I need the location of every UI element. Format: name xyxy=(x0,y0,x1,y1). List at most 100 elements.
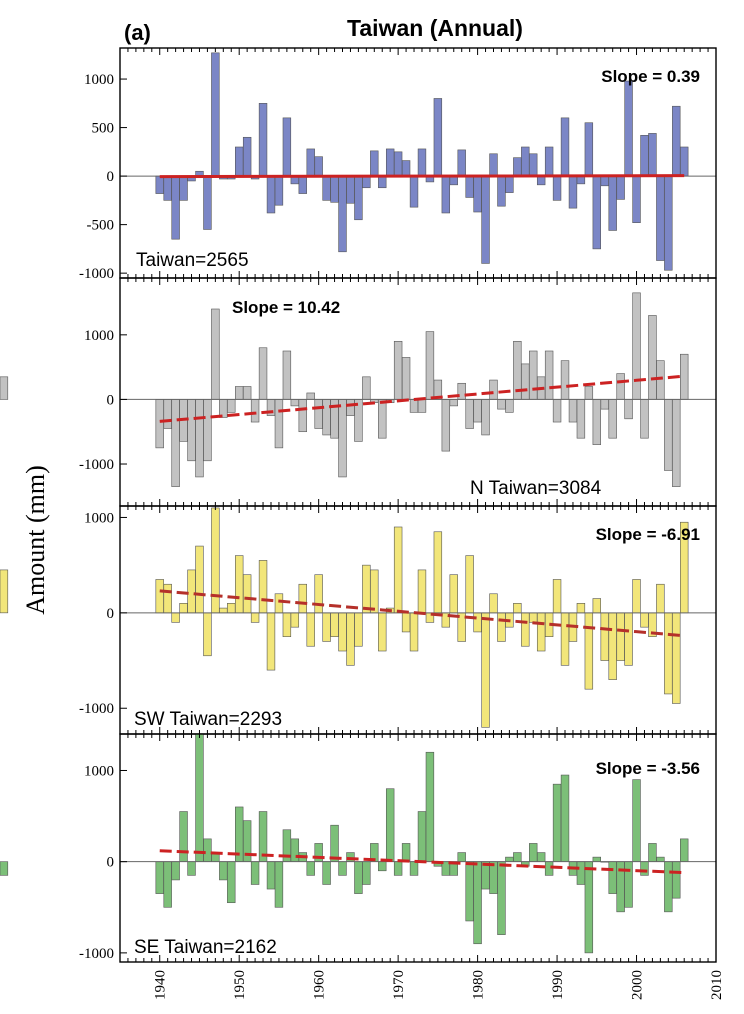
bar xyxy=(513,603,522,614)
bar xyxy=(306,392,315,400)
bar xyxy=(163,583,172,614)
bar xyxy=(266,861,276,890)
bar xyxy=(616,373,625,400)
x-tick-label: 1980 xyxy=(471,970,487,1000)
bar xyxy=(489,379,498,400)
bar xyxy=(632,579,641,614)
bar xyxy=(616,175,625,200)
bar xyxy=(648,133,657,177)
bar xyxy=(306,612,315,647)
bar xyxy=(529,612,538,623)
bar xyxy=(298,175,307,194)
bar xyxy=(632,175,641,223)
bar xyxy=(282,612,292,637)
bar xyxy=(656,856,665,862)
bar xyxy=(298,399,307,433)
bar xyxy=(457,852,466,862)
bar xyxy=(465,861,474,922)
bar xyxy=(568,175,578,209)
bar xyxy=(163,861,172,908)
bars xyxy=(0,292,689,487)
bar xyxy=(497,175,506,207)
bar xyxy=(242,386,252,400)
bar xyxy=(608,861,617,894)
panel-sw-taiwan: -1000 0 1000 Slope = -6.91 SW Taiwan=2293 xyxy=(0,505,717,735)
bar xyxy=(370,150,379,177)
bar xyxy=(489,861,498,894)
bar xyxy=(203,399,212,462)
chart-panels: -1000 -500 0 500 1000 Slope = 0.39 Taiwan=2565… xyxy=(0,47,717,963)
bar xyxy=(449,399,458,407)
bar xyxy=(250,399,260,423)
x-tick-label: 1940 xyxy=(153,970,169,1000)
panel-frame xyxy=(119,277,717,507)
bar xyxy=(481,175,490,264)
bar xyxy=(425,331,435,400)
bar xyxy=(608,399,617,439)
bar xyxy=(298,583,307,614)
bar xyxy=(338,612,347,652)
bar xyxy=(314,399,323,429)
bar xyxy=(211,52,220,177)
bar xyxy=(632,779,641,862)
bar xyxy=(592,175,601,250)
y-tick-label: -500 xyxy=(87,218,115,234)
bar xyxy=(385,148,395,177)
y-tick-label: 1000 xyxy=(84,72,114,88)
slope-label: Slope = -6.91 xyxy=(596,525,700,544)
bar xyxy=(0,569,9,614)
bar xyxy=(680,353,689,400)
y-tick-label: 0 xyxy=(107,855,115,871)
x-tick-label: 1960 xyxy=(312,970,328,1000)
bar xyxy=(155,861,164,894)
bar xyxy=(552,399,562,423)
bar xyxy=(346,399,355,416)
x-tick-label: 1970 xyxy=(391,970,407,1000)
y-tick-label: 1000 xyxy=(84,763,114,779)
bar xyxy=(187,399,196,462)
bar xyxy=(465,399,474,429)
y-tick-label: 1000 xyxy=(84,328,114,344)
panel-frame xyxy=(119,733,717,963)
bar xyxy=(235,386,244,400)
bar xyxy=(203,838,212,862)
bar xyxy=(258,560,268,614)
bar xyxy=(640,399,649,439)
bar xyxy=(465,555,474,614)
y-tick-label: 0 xyxy=(107,606,115,622)
bar xyxy=(274,593,284,614)
y-tick-label: 0 xyxy=(107,392,115,408)
bar xyxy=(513,157,522,177)
bar xyxy=(465,175,474,198)
x-axis: 1940 1950 1960 1970 1980 1990 2000 2010 xyxy=(153,970,725,1000)
bar xyxy=(648,843,657,862)
bar xyxy=(449,574,458,614)
region-label: SW Taiwan=2293 xyxy=(134,709,282,730)
y-tick-label: -1000 xyxy=(79,946,114,962)
bar xyxy=(195,399,204,478)
bar xyxy=(616,612,625,661)
bar xyxy=(497,399,506,410)
bar xyxy=(441,175,451,214)
panel-n-taiwan: -1000 0 1000 Slope = 10.42 N Taiwan=3084 xyxy=(0,277,717,507)
bar xyxy=(258,347,268,400)
bar xyxy=(497,861,506,935)
bar xyxy=(536,612,546,652)
bar xyxy=(219,607,228,614)
slope-label: Slope = -3.56 xyxy=(596,759,700,778)
slope-label: Slope = 10.42 xyxy=(232,298,340,317)
bar xyxy=(354,861,363,894)
bar xyxy=(393,340,403,400)
y-axis-label: Amount (mm) xyxy=(21,465,50,615)
bar xyxy=(322,175,331,201)
bar xyxy=(250,612,260,623)
bar xyxy=(282,350,292,400)
bar xyxy=(401,357,411,400)
bar xyxy=(433,98,443,177)
bar xyxy=(584,122,594,177)
bar xyxy=(362,175,371,189)
bar xyxy=(672,612,681,704)
bar xyxy=(155,175,164,194)
bar xyxy=(536,175,546,186)
bar xyxy=(608,612,617,680)
